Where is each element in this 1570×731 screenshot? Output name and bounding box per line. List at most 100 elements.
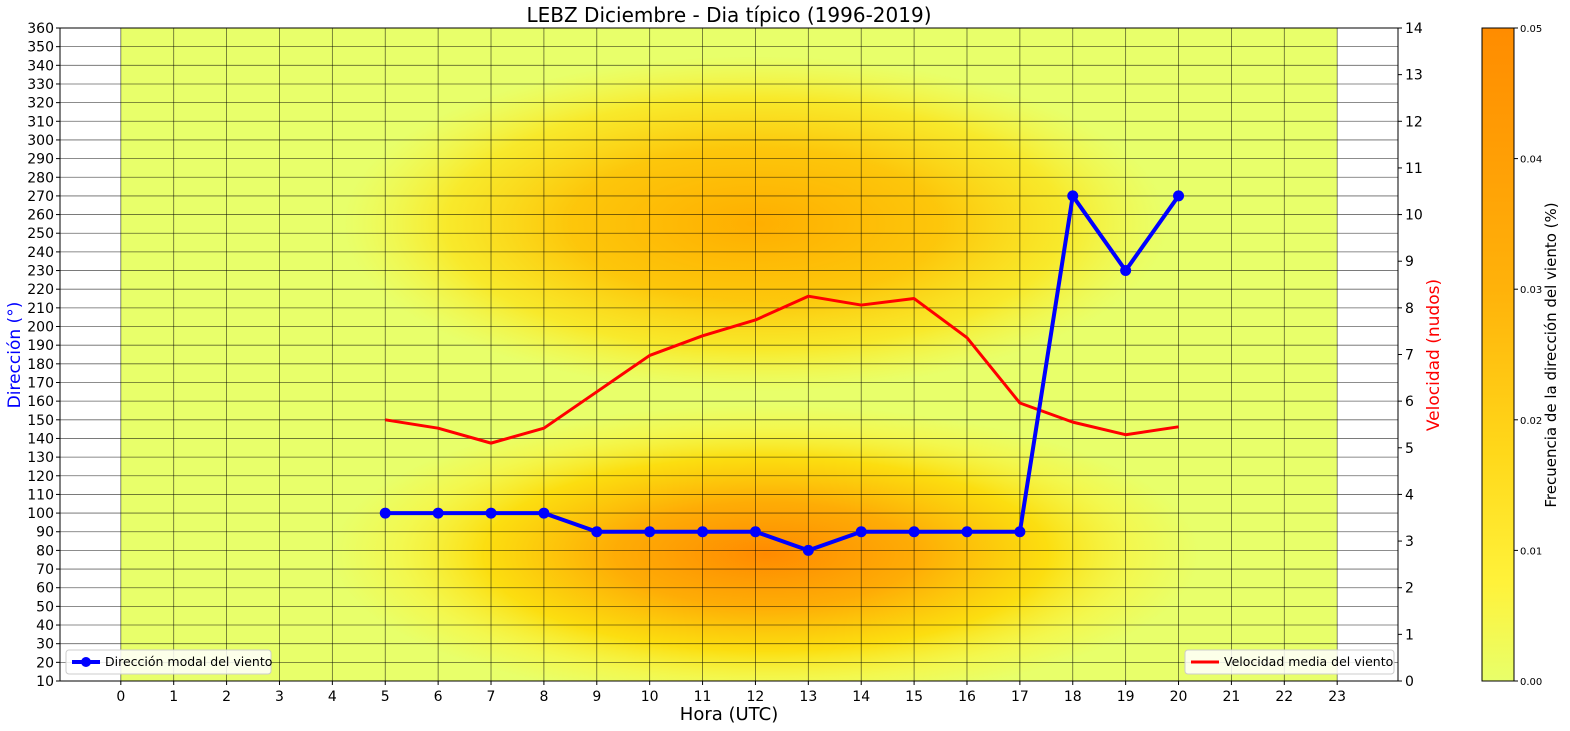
x-tick-label: 8	[539, 689, 548, 705]
y-left-tick-label: 360	[27, 21, 54, 37]
x-tick-label: 21	[1222, 689, 1240, 705]
y-left-tick-label: 200	[27, 320, 54, 336]
y-right-tick-label: 3	[1405, 534, 1414, 550]
x-axis-label: Hora (UTC)	[680, 704, 778, 725]
colorbar-label: Frecuencia de la dirección del viento (%…	[1542, 202, 1560, 507]
y-right-tick-label: 10	[1405, 208, 1423, 224]
x-tick-label: 18	[1064, 689, 1082, 705]
y-left-tick-label: 230	[27, 264, 54, 280]
series-direction	[379, 190, 1185, 556]
direction-point	[749, 526, 761, 538]
legend-speed-label: Velocidad media del viento	[1224, 654, 1393, 669]
x-tick-label: 1	[169, 689, 178, 705]
x-tick-label: 19	[1117, 689, 1135, 705]
y-right-tick-label: 2	[1405, 581, 1414, 597]
y-right-tick-label: 4	[1405, 487, 1414, 503]
x-tick-label: 12	[747, 689, 765, 705]
x-tick-label: 7	[487, 689, 496, 705]
legend-direction-marker	[81, 657, 91, 667]
colorbar-tick-label: 0.04	[1520, 155, 1542, 166]
x-tick-label: 13	[799, 689, 817, 705]
y-left-tick-label: 40	[36, 618, 54, 634]
direction-point	[644, 526, 656, 538]
x-tick-label: 11	[694, 689, 712, 705]
speed-line	[385, 294, 1179, 445]
direction-point	[485, 507, 497, 519]
y-left-tick-label: 10	[36, 674, 54, 690]
y-left-tick-label: 240	[27, 245, 54, 261]
y-right-tick-label: 13	[1405, 68, 1423, 84]
y-left-tick-label: 110	[27, 487, 54, 503]
y-right-axis-label: Velocidad (nudos)	[1424, 279, 1444, 431]
y-right-tick-label: 9	[1405, 254, 1414, 270]
colorbar-gradient	[1481, 27, 1515, 682]
direction-point	[591, 526, 603, 538]
heatmap	[120, 28, 1338, 681]
y-left-tick-label: 250	[27, 226, 54, 242]
direction-point	[961, 526, 973, 538]
y-left-tick-label: 60	[36, 581, 54, 597]
x-tick-label: 9	[592, 689, 601, 705]
colorbar-tick-label: 0.01	[1520, 546, 1542, 557]
y-left-tick-label: 130	[27, 450, 54, 466]
y-left-tick-label: 350	[27, 40, 54, 56]
grid-lines	[60, 27, 1398, 682]
y-right-tick-label: 8	[1405, 301, 1414, 317]
direction-point	[432, 507, 444, 519]
x-tick-label: 10	[641, 689, 659, 705]
x-tick-label: 22	[1275, 689, 1293, 705]
direction-point	[908, 526, 920, 538]
y-left-tick-label: 270	[27, 189, 54, 205]
x-tick-label: 3	[275, 689, 284, 705]
x-tick-label: 4	[328, 689, 337, 705]
direction-point	[802, 544, 814, 556]
y-right-tick-label: 12	[1405, 114, 1423, 130]
y-right-tick-label: 1	[1405, 627, 1414, 643]
legend-direction-label: Dirección modal del viento	[105, 654, 272, 669]
y-left-tick-label: 80	[36, 543, 54, 559]
y-left-tick-label: 290	[27, 152, 54, 168]
direction-point	[379, 507, 391, 519]
y-right-tick-label: 0	[1405, 674, 1414, 690]
y-left-tick-label: 150	[27, 413, 54, 429]
y-right-tick-label: 5	[1405, 441, 1414, 457]
direction-point	[855, 526, 867, 538]
direction-point	[1014, 526, 1026, 538]
x-tick-label: 20	[1170, 689, 1188, 705]
y-left-tick-label: 140	[27, 431, 54, 447]
y-right-tick-label: 14	[1405, 21, 1423, 37]
y-left-tick-label: 100	[27, 506, 54, 522]
y-left-tick-label: 90	[36, 525, 54, 541]
heatmap-blob	[332, 404, 1200, 681]
colorbar-tick-label: 0.05	[1520, 24, 1542, 35]
y-left-tick-label: 120	[27, 469, 54, 485]
y-left-tick-label: 320	[27, 96, 54, 112]
y-left-ticks: 10 20 30 40 50 60 70 80 90 100 110 120 130 140 150 160 1…	[27, 21, 60, 690]
y-left-tick-label: 190	[27, 338, 54, 354]
legend-speed: Velocidad media del viento	[1184, 649, 1395, 675]
direction-point	[697, 526, 709, 538]
y-left-tick-label: 260	[27, 208, 54, 224]
y-left-tick-label: 20	[36, 655, 54, 671]
y-left-tick-label: 280	[27, 170, 54, 186]
colorbar-ticks: 0.00 0.01 0.02 0.03 0.04 0.05	[1514, 24, 1542, 688]
legend-direction: Dirección modal del viento	[65, 649, 272, 675]
colorbar-tick-label: 0.03	[1520, 285, 1542, 296]
x-tick-label: 0	[116, 689, 125, 705]
direction-point	[1173, 190, 1185, 202]
y-left-tick-label: 70	[36, 562, 54, 578]
y-left-tick-label: 330	[27, 77, 54, 93]
x-tick-label: 16	[958, 689, 976, 705]
direction-point	[538, 507, 550, 519]
y-right-tick-label: 7	[1405, 348, 1414, 364]
y-left-tick-label: 180	[27, 357, 54, 373]
x-tick-label: 15	[905, 689, 923, 705]
colorbar-tick-label: 0.02	[1520, 416, 1542, 427]
colorbar-tick-label: 0.00	[1520, 677, 1542, 688]
y-left-tick-label: 340	[27, 58, 54, 74]
x-tick-label: 6	[434, 689, 443, 705]
y-left-tick-label: 170	[27, 375, 54, 391]
y-left-axis-label: Dirección (°)	[5, 302, 25, 409]
